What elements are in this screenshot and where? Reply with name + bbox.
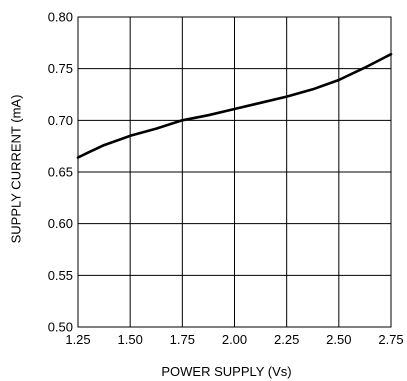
series-layer (76, 52, 393, 159)
x-tick-label: 1.25 (65, 332, 90, 347)
y-tick-label: 0.80 (48, 10, 73, 25)
y-tick-label: 0.75 (48, 61, 73, 76)
x-axis-title: POWER SUPPLY (Vs) (161, 364, 291, 379)
plot-frame (77, 16, 392, 328)
x-tick-label: 2.75 (378, 332, 403, 347)
tick-labels: 1.25 1.50 1.75 2.00 2.25 2.50 2.75 0.80 0.75 0.70… (48, 10, 404, 348)
y-tick-label: 0.55 (48, 268, 73, 283)
x-tick-label: 2.25 (274, 332, 299, 347)
x-tick-label: 2.00 (222, 332, 247, 347)
y-tick-label: 0.50 (48, 320, 73, 335)
grid (78, 17, 391, 327)
y-axis-title: SUPPLY CURRENT (mA) (8, 95, 23, 244)
x-tick-label: 2.50 (326, 332, 351, 347)
y-tick-label: 0.70 (48, 113, 73, 128)
x-tick-label: 1.75 (170, 332, 195, 347)
x-tick-label: 1.50 (118, 332, 143, 347)
y-tick-label: 0.65 (48, 165, 73, 180)
series-line (76, 52, 393, 159)
y-tick-label: 0.60 (48, 216, 73, 231)
